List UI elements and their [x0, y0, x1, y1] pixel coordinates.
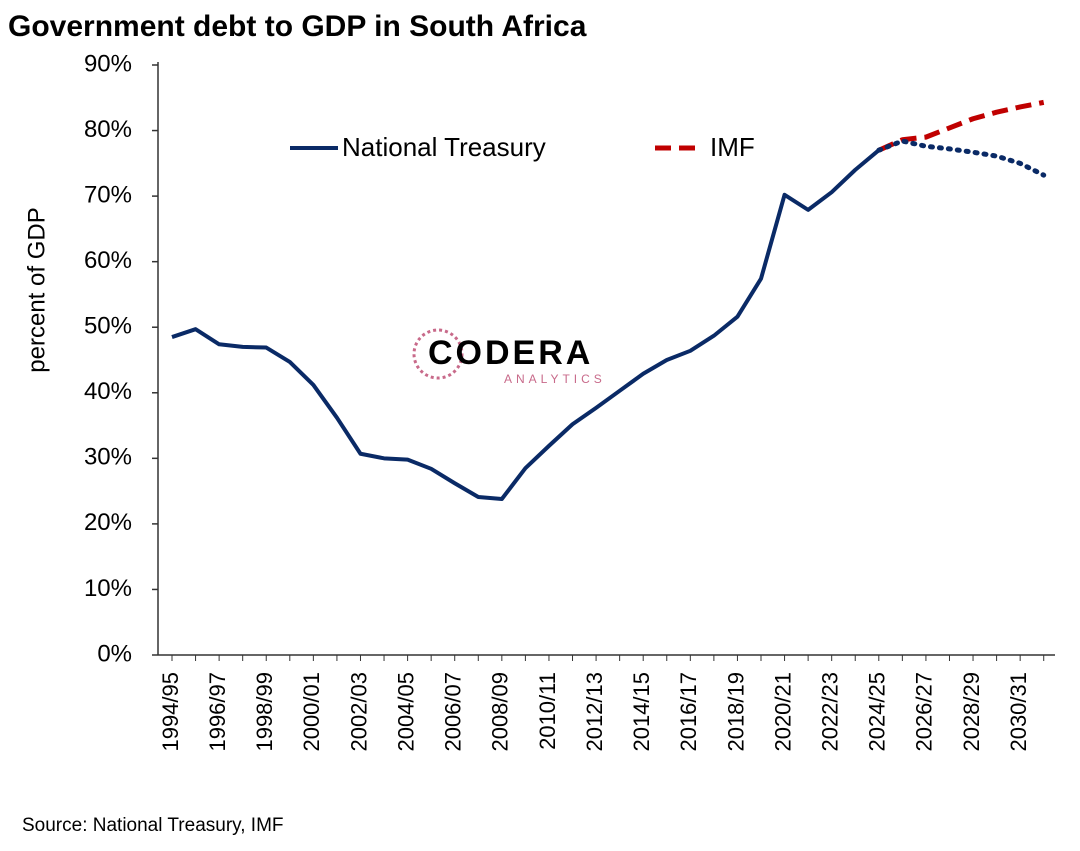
y-tick-label: 20%	[84, 509, 132, 536]
y-tick-label: 0%	[97, 640, 132, 667]
x-tick-label: 1996/97	[205, 672, 230, 752]
x-tick-label: 2028/29	[959, 672, 984, 752]
y-tick-label: 70%	[84, 181, 132, 208]
series-line	[876, 138, 1047, 178]
x-tick-label: 2020/21	[770, 672, 795, 752]
x-tick-label: 2004/05	[393, 672, 418, 752]
x-tick-label: 1994/95	[158, 672, 183, 752]
x-tick-label: 2018/19	[723, 672, 748, 752]
x-tick-label: 2006/07	[441, 672, 466, 752]
x-tick-label: 2002/03	[346, 672, 371, 752]
y-tick-label: 40%	[84, 378, 132, 405]
chart-title: Government debt to GDP in South Africa	[8, 10, 587, 43]
x-tick-label: 2016/17	[676, 672, 701, 752]
x-tick-label: 2024/25	[865, 672, 890, 752]
x-tick-label: 2012/13	[582, 672, 607, 752]
legend-label: IMF	[710, 132, 755, 162]
legend-label: National Treasury	[342, 132, 546, 162]
y-tick-label: 90%	[84, 50, 132, 77]
logo: CODERA ANALYTICS	[412, 328, 606, 386]
y-tick-label: 30%	[84, 444, 132, 471]
x-tick-label: 2026/27	[912, 672, 937, 752]
series-line	[171, 148, 881, 501]
x-tick-label: 2014/15	[629, 672, 654, 752]
logo-name: CODERA	[428, 334, 593, 372]
y-axis-label: percent of GDP	[23, 207, 50, 372]
x-tick-label: 2010/11	[535, 672, 560, 750]
x-tick-label: 2022/23	[817, 672, 842, 752]
series-line	[877, 99, 1045, 153]
x-tick-label: 1998/99	[252, 672, 277, 752]
logo-icon	[412, 328, 464, 380]
x-tick-label: 2008/09	[488, 672, 513, 752]
logo-tagline: ANALYTICS	[504, 372, 606, 386]
y-tick-label: 10%	[84, 575, 132, 602]
y-tick-label: 60%	[84, 247, 132, 274]
source-note: Source: National Treasury, IMF	[22, 815, 284, 836]
x-tick-label: 2000/01	[299, 672, 324, 752]
y-tick-label: 80%	[84, 116, 132, 143]
x-tick-label: 2030/31	[1006, 672, 1031, 752]
y-tick-label: 50%	[84, 313, 132, 340]
